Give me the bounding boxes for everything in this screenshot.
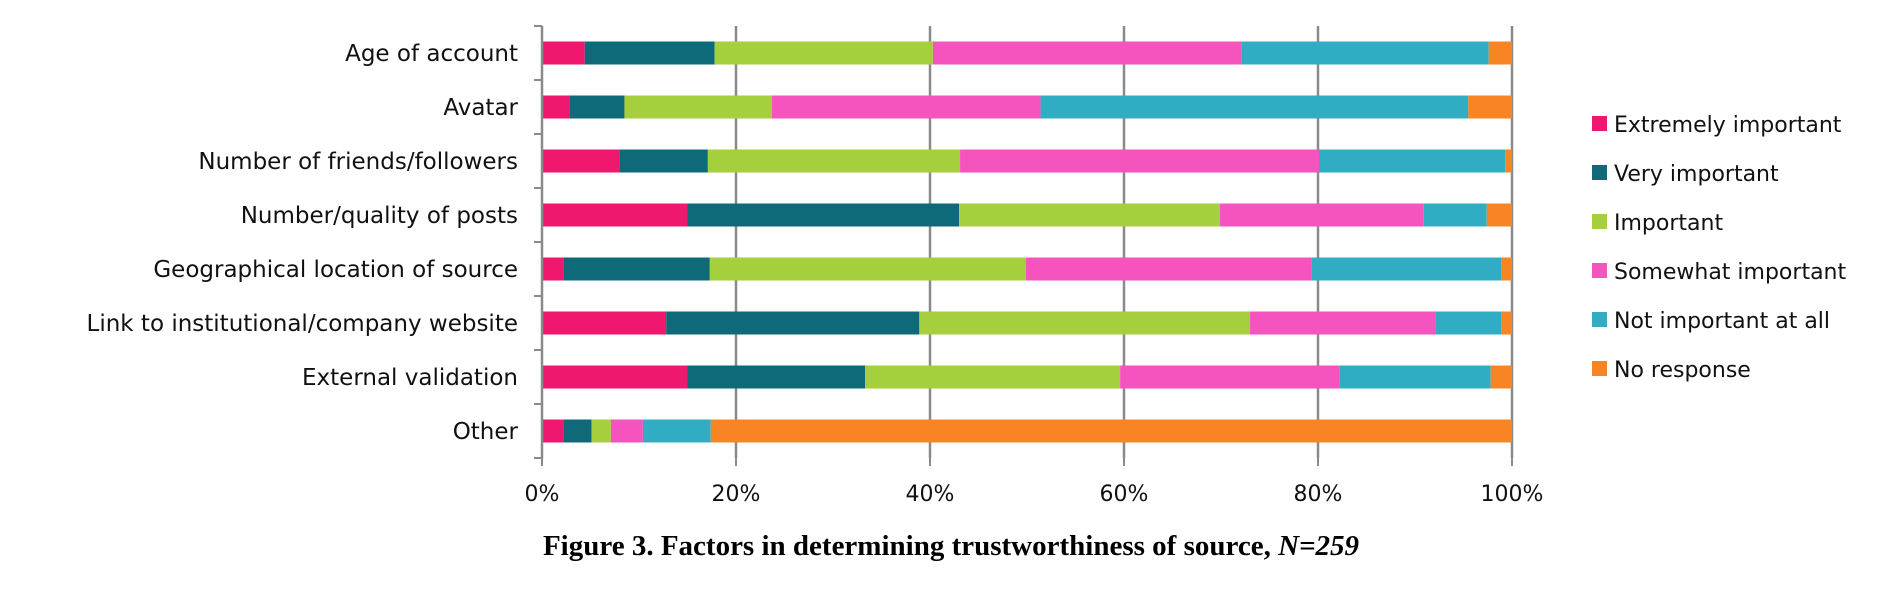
bar-segment [707, 149, 961, 173]
bar-segment [542, 149, 620, 173]
category-label: Geographical location of source [153, 257, 518, 283]
legend-label: Important [1614, 211, 1723, 236]
x-tick-label: 0% [525, 482, 560, 507]
bar-segment [584, 41, 715, 65]
legend-label: Not important at all [1614, 309, 1830, 334]
legend: Extremely important Very important Importa… [1592, 113, 1846, 383]
legend-label: Very important [1614, 162, 1779, 187]
bar-segment [1120, 365, 1340, 389]
bar-segment [542, 419, 564, 443]
bar-segment [865, 365, 1121, 389]
bar-segment [687, 203, 960, 227]
x-tick-label: 60% [1100, 482, 1149, 507]
caption-text: Figure 3. Factors in determining trustwo… [542, 530, 1279, 562]
category-labels: Age of account Avatar Number of friends/fo… [87, 41, 519, 445]
bar-segment [624, 95, 772, 119]
x-tick-label: 20% [712, 482, 761, 507]
bar-segment [932, 41, 1242, 65]
bar-segment [1318, 149, 1506, 173]
bar-segment [1423, 203, 1487, 227]
category-label: Link to institutional/company website [87, 311, 518, 337]
x-tick-labels: 0% 20% 40% 60% 80% 100% [525, 482, 1544, 507]
bar-segment [542, 365, 688, 389]
bar-segment [542, 311, 667, 335]
bar-segment [542, 41, 585, 65]
caption-n: N=259 [1278, 530, 1360, 562]
category-label: Age of account [345, 41, 518, 67]
category-label: External validation [302, 365, 518, 391]
bar-segment [1220, 203, 1424, 227]
bar-segment [542, 257, 564, 281]
category-label: Number/quality of posts [241, 203, 518, 229]
category-label: Avatar [443, 95, 518, 121]
gridlines [734, 26, 1514, 458]
bar-segment [919, 311, 1251, 335]
legend-swatch [1592, 214, 1607, 229]
bar-segment [542, 203, 688, 227]
category-label: Other [453, 419, 519, 445]
x-tick-label: 40% [906, 482, 955, 507]
bar-segment [1490, 365, 1512, 389]
bar-segment [542, 95, 570, 119]
legend-swatch [1592, 116, 1607, 131]
bar-segment [709, 257, 1027, 281]
legend-swatch [1592, 361, 1607, 376]
legend-label: Extremely important [1614, 113, 1842, 138]
bar-segment [1040, 95, 1469, 119]
legend-label: No response [1614, 358, 1751, 383]
bar-segment [569, 95, 625, 119]
bar-segment [563, 419, 592, 443]
bar-segment [1501, 311, 1512, 335]
bar-segment [1468, 95, 1512, 119]
bar-segment [1026, 257, 1312, 281]
bar-segment [1311, 257, 1502, 281]
bar-segment [714, 41, 933, 65]
x-tick-label: 100% [1481, 482, 1544, 507]
bar-segment [959, 203, 1221, 227]
axes [534, 25, 1513, 466]
bar-segment [1488, 41, 1512, 65]
bar-segment [687, 365, 866, 389]
bar-segment [710, 419, 1512, 443]
bar-segment [1250, 311, 1436, 335]
bar-segment [1339, 365, 1491, 389]
bar-segment [1435, 311, 1502, 335]
legend-swatch [1592, 263, 1607, 278]
category-label: Number of friends/followers [198, 149, 518, 175]
bar-segment [563, 257, 710, 281]
bar-segment [591, 419, 611, 443]
bar-segment [610, 419, 643, 443]
bar-segment [1241, 41, 1489, 65]
legend-swatch [1592, 165, 1607, 180]
x-tick-label: 80% [1294, 482, 1343, 507]
bar-segment [1501, 257, 1512, 281]
bar-segment [1505, 149, 1512, 173]
legend-swatch [1592, 312, 1607, 327]
bar-segment [771, 95, 1041, 119]
bar-segment [1486, 203, 1512, 227]
bars [542, 41, 1512, 443]
bar-segment [666, 311, 920, 335]
bar-segment [960, 149, 1319, 173]
bar-segment [619, 149, 708, 173]
legend-label: Somewhat important [1614, 260, 1846, 285]
figure-caption: Figure 3. Factors in determining trustwo… [0, 530, 1902, 563]
bar-segment [642, 419, 711, 443]
